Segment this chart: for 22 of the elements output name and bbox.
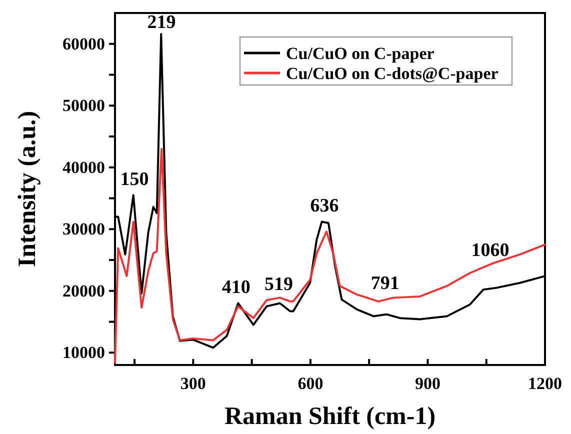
annotation: 1060	[471, 240, 510, 262]
annotation: 410	[222, 277, 250, 298]
y-tick-label: 20000	[62, 281, 105, 300]
y-tick-label: 60000	[62, 34, 105, 54]
annotation: 219	[147, 12, 176, 33]
y-tick-label: 10000	[62, 343, 105, 362]
annotation: 636	[310, 196, 339, 217]
y-axis-title: Intensity (a.u.)	[14, 110, 41, 268]
x-axis-title: Raman Shift (cm-1)	[224, 403, 436, 430]
x-tick-label: 1200	[528, 374, 562, 394]
x-tick-label: 900	[414, 374, 440, 394]
legend-label: Cu/CuO on C-dots@C-paper	[286, 64, 499, 83]
line-series	[114, 148, 546, 364]
y-tick-label: 30000	[62, 220, 105, 239]
x-tick-label: 300	[180, 374, 206, 394]
x-tick-label: 600	[298, 374, 324, 394]
legend-label: Cu/CuO on C-paper	[286, 44, 435, 63]
y-tick-label: 40000	[62, 158, 105, 177]
annotation: 150	[120, 169, 149, 190]
annotation: 519	[264, 274, 294, 296]
y-tick-label: 50000	[62, 96, 105, 116]
annotation: 791	[370, 272, 400, 294]
